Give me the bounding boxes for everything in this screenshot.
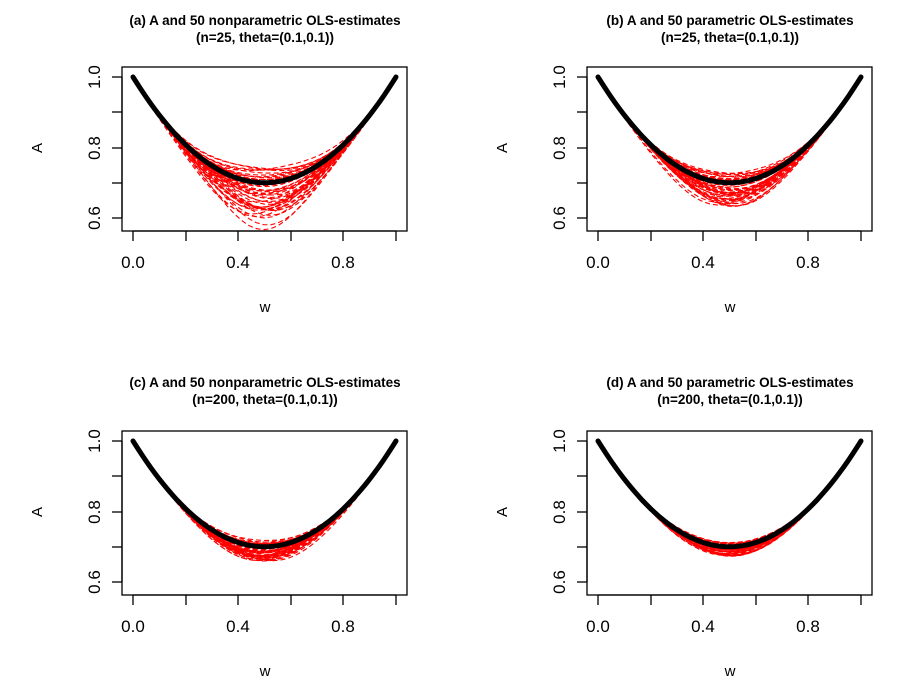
x-axis-label: w xyxy=(259,663,271,680)
y-tick-label: 0.8 xyxy=(85,136,104,160)
estimate-line xyxy=(622,113,835,175)
panel-c-y-axis: 0.6 0.8 1.0 A xyxy=(29,429,123,594)
panel-a-y-axis: 0.6 0.8 1.0 A xyxy=(29,65,123,230)
estimate-line xyxy=(620,98,847,196)
y-tick-label: 0.8 xyxy=(550,136,569,160)
estimate-line xyxy=(625,100,847,207)
y-tick-label: 0.6 xyxy=(85,570,104,594)
y-tick-label: 0.6 xyxy=(550,570,569,594)
estimate-line xyxy=(622,112,834,175)
panel-b-true-curve xyxy=(595,74,864,186)
estimate-line xyxy=(154,99,382,172)
estimate-line xyxy=(622,105,843,206)
x-tick-label: 0.4 xyxy=(691,617,715,636)
estimate-line xyxy=(156,100,382,211)
x-tick-label: 0.8 xyxy=(331,617,355,636)
estimate-line xyxy=(160,105,378,216)
estimate-line xyxy=(155,110,370,196)
panel-a-x-axis: 0.0 0.4 0.8 w xyxy=(121,230,397,316)
estimate-line xyxy=(625,115,835,176)
estimate-line xyxy=(156,104,379,188)
estimate-line xyxy=(154,107,376,215)
x-tick-label: 0.0 xyxy=(586,617,610,636)
estimate-line xyxy=(619,473,824,553)
y-tick-label: 1.0 xyxy=(85,429,104,453)
x-tick-label: 0.0 xyxy=(121,617,145,636)
panel-d-subtitle: (n=200, theta=(0.1,0.1)) xyxy=(657,392,803,407)
panel-c-x-axis: 0.0 0.4 0.8 w xyxy=(121,594,397,680)
panel-c-subtitle: (n=200, theta=(0.1,0.1)) xyxy=(192,392,338,407)
y-axis-label: A xyxy=(494,143,511,153)
panel-a-subtitle: (n=25, theta=(0.1,0.1)) xyxy=(196,30,334,45)
estimate-line xyxy=(157,476,369,541)
panel-d-plot-frame xyxy=(586,430,873,596)
x-tick-label: 0.4 xyxy=(691,253,715,272)
panel-b: (b) A and 50 parametric OLS-estimates (n… xyxy=(494,13,873,316)
y-tick-label: 1.0 xyxy=(550,429,569,453)
panel-d-title: (d) A and 50 parametric OLS-estimates xyxy=(606,375,853,390)
estimate-line xyxy=(158,113,371,170)
panel-c: (c) A and 50 nonparametric OLS-estimates… xyxy=(29,375,408,680)
x-tick-label: 0.4 xyxy=(226,617,250,636)
panel-c-title: (c) A and 50 nonparametric OLS-estimates xyxy=(129,375,400,390)
panel-d: (d) A and 50 parametric OLS-estimates (n… xyxy=(494,375,873,680)
estimate-line xyxy=(618,472,834,551)
estimate-line xyxy=(619,473,826,553)
panel-b-title: (b) A and 50 parametric OLS-estimates xyxy=(606,13,853,28)
x-tick-label: 0.4 xyxy=(226,253,250,272)
x-axis-label: w xyxy=(724,663,736,680)
panel-d-x-axis: 0.0 0.4 0.8 w xyxy=(586,594,862,680)
x-tick-label: 0.8 xyxy=(331,253,355,272)
estimate-line xyxy=(163,484,355,559)
panel-a-title: (a) A and 50 nonparametric OLS-estimates xyxy=(129,13,400,28)
panel-d-y-axis: 0.6 0.8 1.0 A xyxy=(494,429,588,594)
estimate-line xyxy=(156,112,373,210)
estimate-line xyxy=(160,117,369,210)
estimate-line xyxy=(624,480,823,553)
estimate-line xyxy=(621,105,843,174)
panel-a-estimates xyxy=(153,96,384,231)
panel-c-plot-frame xyxy=(121,430,408,596)
y-tick-label: 0.8 xyxy=(85,500,104,524)
panel-c-true-curve xyxy=(130,438,399,550)
x-axis-label: w xyxy=(724,299,736,316)
panel-b-y-axis: 0.6 0.8 1.0 A xyxy=(494,65,588,230)
y-tick-label: 0.8 xyxy=(550,500,569,524)
x-tick-label: 0.0 xyxy=(121,253,145,272)
panel-a-true-curve xyxy=(130,74,399,186)
estimate-line xyxy=(160,103,379,194)
panel-d-true-curve xyxy=(595,438,864,550)
y-tick-label: 0.6 xyxy=(85,206,104,230)
x-tick-label: 0.0 xyxy=(586,253,610,272)
panel-a: (a) A and 50 nonparametric OLS-estimates… xyxy=(29,13,408,316)
estimate-line xyxy=(618,108,838,205)
estimate-line xyxy=(157,105,377,211)
y-tick-label: 0.6 xyxy=(550,206,569,230)
panel-b-estimates xyxy=(618,97,849,207)
y-axis-label: A xyxy=(29,143,46,153)
x-axis-label: w xyxy=(259,299,271,316)
y-tick-label: 1.0 xyxy=(85,65,104,89)
estimate-line xyxy=(623,477,822,552)
x-tick-label: 0.8 xyxy=(796,617,820,636)
panel-b-subtitle: (n=25, theta=(0.1,0.1)) xyxy=(661,30,799,45)
x-tick-label: 0.8 xyxy=(796,253,820,272)
panel-b-x-axis: 0.0 0.4 0.8 w xyxy=(586,230,862,316)
estimate-line xyxy=(160,99,382,200)
y-tick-label: 1.0 xyxy=(550,65,569,89)
y-axis-label: A xyxy=(29,507,46,517)
y-axis-label: A xyxy=(494,507,511,517)
estimate-line xyxy=(159,116,370,219)
